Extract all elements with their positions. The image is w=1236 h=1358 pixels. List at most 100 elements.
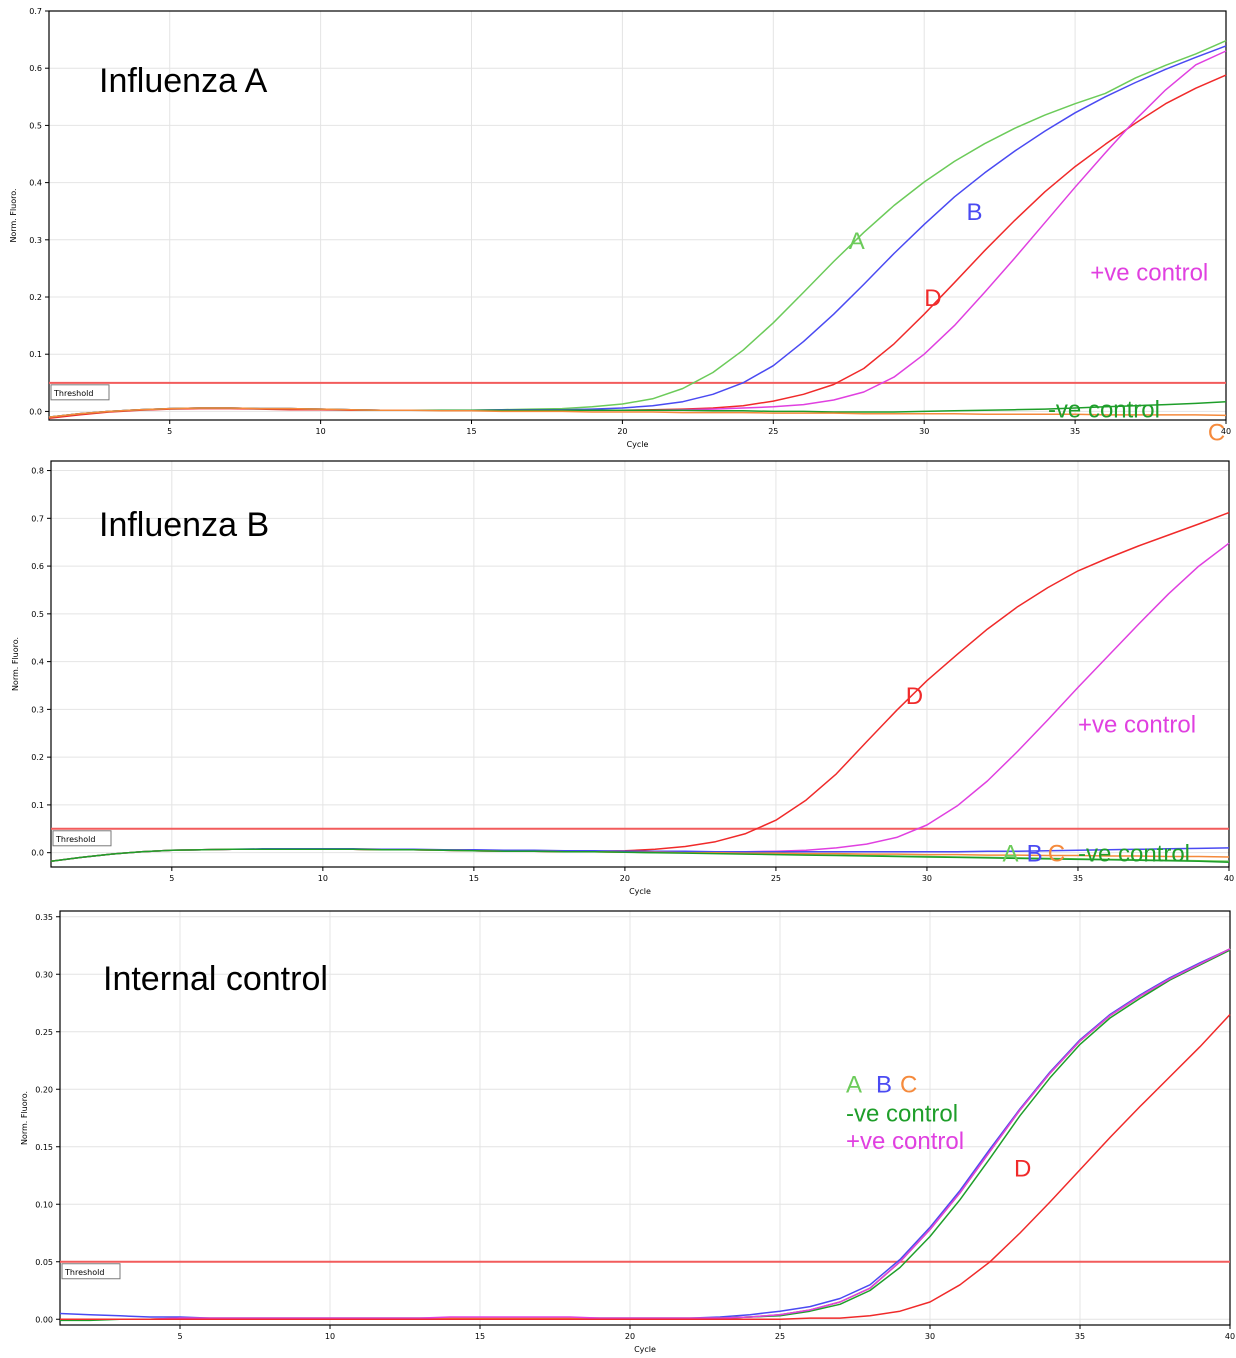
chart-title: Influenza A	[99, 62, 268, 100]
series-d-line	[60, 1013, 1231, 1321]
series-pos-control-line	[48, 50, 1227, 418]
plot-frame	[48, 10, 1227, 421]
x-tick-label: 35	[1073, 874, 1083, 883]
x-tick-label: 35	[1075, 1332, 1085, 1341]
x-tick-label: 30	[925, 1332, 935, 1341]
threshold-label-box	[50, 384, 110, 401]
x-tick-label: 20	[625, 1332, 635, 1341]
y-tick-label: 0.6	[31, 562, 44, 571]
y-tick-label: 0.3	[31, 705, 44, 714]
x-tick-label: 15	[475, 1332, 485, 1341]
x-tick-label: 15	[469, 874, 479, 883]
y-axis-label: Norm. Fluoro.	[9, 188, 18, 242]
chart-title: Influenza B	[99, 506, 269, 544]
y-axis-label: Norm. Fluoro.	[20, 1091, 29, 1145]
x-tick-label: 10	[325, 1332, 335, 1341]
annotation-d: D	[1014, 1155, 1031, 1182]
series-d-line	[50, 511, 1230, 863]
threshold-label: Threshold	[55, 835, 95, 844]
annotation-b: B	[1027, 841, 1043, 868]
chart-title: Internal control	[103, 960, 328, 998]
annotation-ve-control: +ve control	[846, 1128, 964, 1155]
threshold-label-box	[61, 1263, 121, 1280]
threshold-label-box	[52, 830, 112, 847]
x-tick-label: 20	[620, 874, 630, 883]
annotation-c: C	[1208, 419, 1225, 446]
y-tick-label: 0.35	[35, 913, 53, 922]
y-tick-label: 0.25	[35, 1028, 53, 1037]
x-tick-label: 5	[177, 1332, 182, 1341]
annotation-d: D	[906, 683, 923, 710]
chart-panel-3: 5 10 15 20 25 30 35 40 0.00 0.05 0.10 0.15 0.20 0.25 0…	[20, 910, 1235, 1354]
x-tick-label: 10	[318, 874, 328, 883]
y-axis-label: Norm. Fluoro.	[11, 637, 20, 691]
annotation-a: A	[846, 1072, 862, 1099]
x-tick-label: 10	[316, 427, 326, 436]
threshold-label: Threshold	[64, 1268, 104, 1277]
x-tick-label: 30	[922, 874, 932, 883]
y-tick-label: 0.0	[31, 849, 44, 858]
y-tick-label: 0.1	[31, 801, 44, 810]
y-tick-label: 0.4	[29, 179, 42, 188]
y-tick-label: 0.3	[29, 236, 42, 245]
y-tick-label: 0.00	[35, 1315, 53, 1324]
series-pos-control-line	[50, 542, 1230, 863]
y-tick-label: 0.0	[29, 407, 42, 416]
y-tick-label: 0.7	[31, 514, 44, 523]
chart-panel-2: 5 10 15 20 25 30 35 40 0.0 0.1 0.2 0.3 0.4 0.5 0.6 0.7 0…	[11, 460, 1234, 896]
annotation-c: C	[900, 1072, 917, 1099]
x-tick-label: 30	[919, 427, 929, 436]
annotation-ve-control: -ve control	[846, 1100, 958, 1127]
annotation-ve-control: -ve control	[1048, 397, 1160, 424]
y-tick-label: 0.4	[31, 658, 44, 667]
x-tick-label: 20	[617, 427, 627, 436]
plot-frame	[50, 460, 1230, 868]
annotation-b: B	[966, 199, 982, 226]
y-tick-label: 0.20	[35, 1085, 53, 1094]
x-tick-label: 40	[1225, 1332, 1235, 1341]
plot-frame	[59, 910, 1231, 1326]
threshold-label: Threshold	[53, 389, 93, 398]
x-tick-label: 5	[169, 874, 174, 883]
annotation-d: D	[924, 285, 941, 312]
x-tick-label: 15	[466, 427, 476, 436]
series-neg-control-line	[60, 949, 1231, 1322]
x-tick-label: 25	[768, 427, 778, 436]
x-tick-label: 40	[1224, 874, 1234, 883]
x-axis-label: Cycle	[629, 887, 651, 896]
y-tick-label: 0.15	[35, 1143, 53, 1152]
x-tick-label: 35	[1070, 427, 1080, 436]
y-tick-label: 0.05	[35, 1258, 53, 1267]
y-tick-label: 0.8	[31, 467, 44, 476]
series-c-line	[48, 407, 1227, 418]
annotation-a: A	[1002, 841, 1018, 868]
series-a-line	[60, 948, 1231, 1321]
y-tick-label: 0.2	[29, 293, 42, 302]
series-b-line	[48, 45, 1227, 418]
y-tick-label: 0.6	[29, 64, 42, 73]
y-tick-label: 0.7	[29, 7, 42, 16]
annotation-ve-control: +ve control	[1078, 712, 1196, 739]
chart-panel-1: 5 10 15 20 25 30 35 40 0.0 0.1 0.2 0.3 0.4 0.5 0.6 0.7 C…	[9, 7, 1231, 449]
annotation-c: C	[1048, 841, 1065, 868]
x-tick-label: 25	[771, 874, 781, 883]
y-tick-label: 0.2	[31, 753, 44, 762]
annotation-a: A	[849, 228, 865, 255]
series-c-line	[60, 948, 1231, 1321]
y-tick-label: 0.30	[35, 970, 53, 979]
annotation-ve-control: -ve control	[1078, 841, 1190, 868]
y-tick-label: 0.10	[35, 1200, 53, 1209]
y-tick-label: 0.5	[29, 121, 42, 130]
x-axis-label: Cycle	[634, 1345, 656, 1354]
series-pos-control-line	[60, 948, 1231, 1321]
annotation-ve-control: +ve control	[1090, 259, 1208, 286]
x-tick-label: 5	[167, 427, 172, 436]
y-tick-label: 0.1	[29, 350, 42, 359]
y-tick-label: 0.5	[31, 610, 44, 619]
x-tick-label: 40	[1221, 427, 1231, 436]
x-tick-label: 25	[775, 1332, 785, 1341]
annotation-b: B	[876, 1072, 892, 1099]
series-d-line	[48, 74, 1227, 420]
x-axis-label: Cycle	[627, 440, 649, 449]
